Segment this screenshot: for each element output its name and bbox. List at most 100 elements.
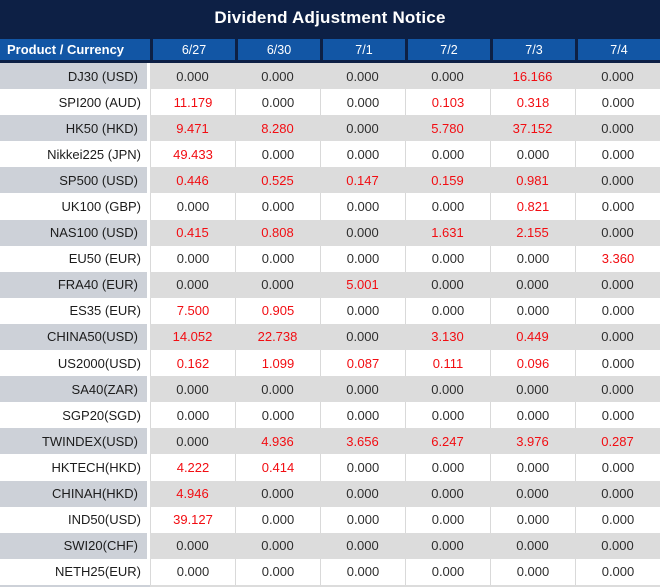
table-row: SP500 (USD) 0.446 0.525 0.147 0.159 0.98… [0,167,660,194]
value-cell: 0.821 [490,193,575,220]
value-cell: 0.000 [235,506,320,533]
table-row: CHINA50(USD) 14.052 22.738 0.000 3.130 0… [0,323,660,351]
value-cell: 0.000 [405,558,490,585]
value-cell: 4.936 [235,428,320,455]
value-cell: 0.147 [320,167,405,194]
value-cell: 0.525 [235,167,320,194]
value-cell: 0.000 [320,297,405,324]
product-cell: SA40(ZAR) [0,376,150,403]
value-cell: 0.000 [150,428,235,455]
table-row: SA40(ZAR) 0.000 0.000 0.000 0.000 0.000 … [0,376,660,403]
value-cell: 7.500 [150,297,235,324]
value-cell: 0.000 [150,532,235,559]
product-cell: NAS100 (USD) [0,219,150,246]
value-cell: 0.000 [575,63,660,90]
value-cell: 0.000 [575,376,660,403]
value-cell: 16.166 [490,63,575,90]
table-row: SGP20(SGD) 0.000 0.000 0.000 0.000 0.000… [0,402,660,429]
value-cell: 3.976 [490,428,575,455]
value-cell: 1.099 [235,350,320,377]
value-cell: 0.000 [235,141,320,168]
value-cell: 0.000 [235,63,320,90]
value-cell: 0.000 [150,558,235,585]
product-cell: SP500 (USD) [0,167,150,194]
value-cell: 0.000 [150,193,235,220]
value-cell: 0.318 [490,89,575,116]
value-cell: 4.946 [150,480,235,507]
table-row: SPI200 (AUD) 11.179 0.000 0.000 0.103 0.… [0,89,660,116]
product-cell: EU50 (EUR) [68,251,141,267]
value-cell: 0.449 [490,323,575,351]
value-cell: 0.159 [405,167,490,194]
value-cell: 0.000 [150,376,235,403]
table-row: EU50 (EUR) 0.000 0.000 0.000 0.000 0.000… [0,245,660,272]
value-cell: 0.000 [320,402,405,429]
value-cell: 0.000 [490,245,575,272]
table-row: NAS100 (USD) 0.415 0.808 0.000 1.631 2.1… [0,219,660,246]
value-cell: 0.000 [150,402,235,429]
value-cell: 0.000 [575,167,660,194]
product-cell: CHINA50(USD) [0,323,150,351]
date-header: 7/3 [490,39,575,60]
value-cell: 5.780 [405,115,490,142]
table-row: SWI20(CHF) 0.000 0.000 0.000 0.000 0.000… [0,532,660,559]
value-cell: 0.000 [490,454,575,481]
value-cell: 4.222 [150,454,235,481]
product-cell: HKTECH(HKD) [51,459,141,475]
table-row: DJ30 (USD) 0.000 0.000 0.000 0.000 16.16… [0,63,660,90]
value-cell: 0.414 [235,454,320,481]
table-row: Nikkei225 (JPN) 49.433 0.000 0.000 0.000… [0,141,660,168]
bottom-edge-value-segment [150,585,660,587]
product-cell: SGP20(SGD) [62,407,141,423]
value-cell: 3.130 [405,323,490,351]
bottom-edge-label-segment [0,585,150,587]
value-cell: 0.000 [235,245,320,272]
table-row: TWINDEX(USD) 0.000 4.936 3.656 6.247 3.9… [0,428,660,455]
table-row: FRA40 (EUR) 0.000 0.000 5.001 0.000 0.00… [0,271,660,298]
value-cell: 0.000 [575,297,660,324]
value-cell: 0.000 [490,532,575,559]
value-cell: 0.162 [150,350,235,377]
value-cell: 0.000 [405,297,490,324]
value-cell: 0.000 [575,558,660,585]
table-row: HKTECH(HKD) 4.222 0.414 0.000 0.000 0.00… [0,454,660,481]
value-cell: 3.360 [575,245,660,272]
date-header: 7/1 [320,39,405,60]
value-cell: 0.000 [320,219,405,246]
value-cell: 0.000 [490,141,575,168]
table-row: US2000(USD) 0.162 1.099 0.087 0.111 0.09… [0,350,660,377]
table-row: UK100 (GBP) 0.000 0.000 0.000 0.000 0.82… [0,193,660,220]
product-cell: IND50(USD) [68,512,141,528]
date-header: 7/4 [575,39,660,60]
value-cell: 0.000 [405,376,490,403]
value-cell: 0.000 [150,245,235,272]
value-cell: 0.000 [490,376,575,403]
value-cell: 0.000 [405,532,490,559]
product-cell: DJ30 (USD) [0,63,150,90]
value-cell: 0.000 [320,193,405,220]
value-cell: 0.000 [405,271,490,298]
value-cell: 0.000 [320,558,405,585]
value-cell: 0.000 [320,506,405,533]
date-header: 7/2 [405,39,490,60]
value-cell: 0.000 [235,558,320,585]
product-cell: NETH25(EUR) [55,564,141,580]
value-cell: 0.096 [490,350,575,377]
date-header: 6/30 [235,39,320,60]
value-cell: 0.000 [235,89,320,116]
value-cell: 3.656 [320,428,405,455]
value-cell: 0.000 [405,480,490,507]
value-cell: 0.000 [405,63,490,90]
value-cell: 39.127 [150,506,235,533]
value-cell: 0.000 [235,402,320,429]
value-cell: 0.000 [235,376,320,403]
value-cell: 0.000 [320,323,405,351]
value-cell: 2.155 [490,219,575,246]
value-cell: 0.000 [575,193,660,220]
value-cell: 0.000 [320,376,405,403]
value-cell: 22.738 [235,323,320,351]
value-cell: 0.000 [320,63,405,90]
value-cell: 0.000 [575,323,660,351]
value-cell: 0.000 [150,63,235,90]
